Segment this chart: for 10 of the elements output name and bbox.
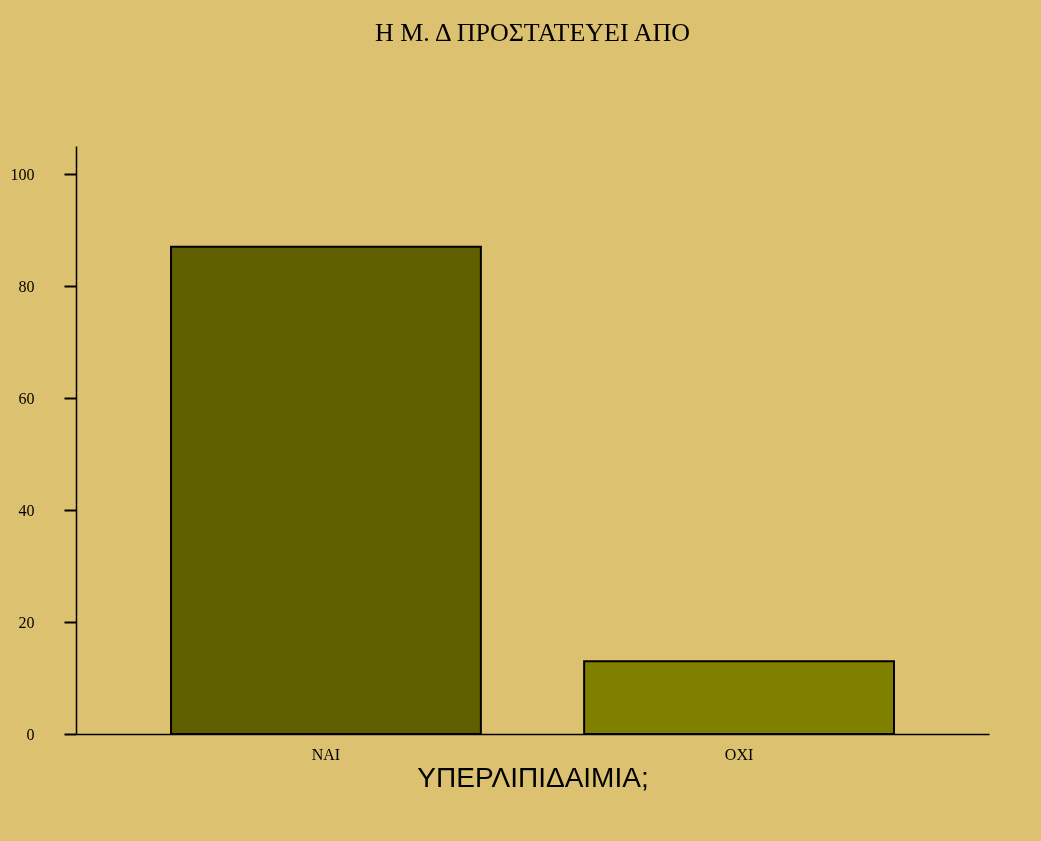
x-tick-label: ΟΧΙ	[724, 745, 754, 763]
y-tick-label: 40	[18, 501, 35, 519]
y-tick-label: 100	[10, 165, 35, 183]
y-tick-label: 0	[26, 725, 35, 743]
y-tick-label: 80	[18, 277, 35, 295]
y-tick-label: 60	[18, 389, 35, 407]
chart-title: Η Μ. Δ ΠΡΟΣΤΑΤΕΥΕΙ ΑΠΟ	[374, 18, 691, 47]
x-tick-label: ΝΑΙ	[311, 745, 341, 763]
x-axis-title: ΥΠΕΡΛΙΠΙΔΑΙΜΙΑ;	[417, 761, 649, 793]
y-tick-label: 20	[18, 613, 35, 631]
